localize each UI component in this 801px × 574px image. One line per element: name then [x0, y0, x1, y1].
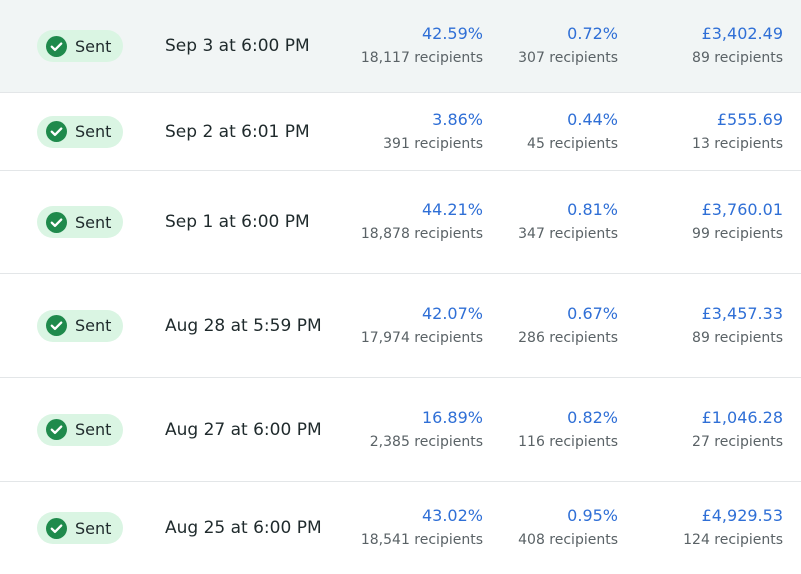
send-date: Aug 27 at 6:00 PM — [165, 419, 322, 440]
metric-value[interactable]: £4,929.53 — [701, 506, 783, 525]
metric-recipients: 18,117 recipients — [360, 50, 483, 66]
send-date: Sep 1 at 6:00 PM — [165, 212, 310, 232]
metric-cell: £555.69 13 recipients — [692, 108, 783, 156]
metric-cell: 16.89% 2,385 recipients — [370, 406, 483, 454]
metric-cell: £4,929.53 124 recipients — [683, 504, 783, 552]
campaign-row[interactable]: Sent Aug 27 at 6:00 PM 16.89% 2,385 recipie… — [0, 378, 801, 482]
metric-recipients: 307 recipients — [518, 50, 618, 66]
metric-cell: £3,760.01 99 recipients — [692, 198, 783, 246]
metric-value[interactable]: £3,402.49 — [701, 24, 783, 43]
metric-cell: £3,402.49 89 recipients — [692, 22, 783, 70]
send-date: Aug 28 at 5:59 PM — [165, 315, 322, 336]
metric-value[interactable]: 0.82% — [567, 407, 618, 427]
status-badge: Sent — [37, 512, 123, 544]
send-date: Aug 25 at 6:00 PM — [165, 518, 322, 538]
metric-value[interactable]: 0.67% — [567, 303, 618, 323]
check-icon — [46, 121, 67, 142]
metric-recipients: 408 recipients — [518, 532, 618, 548]
campaign-row[interactable]: Sent Sep 3 at 6:00 PM 42.59% 18,117 recipie… — [0, 0, 801, 93]
metric-cell: 42.07% 17,974 recipients — [361, 302, 483, 350]
metric-cell: 42.59% 18,117 recipients — [361, 22, 483, 70]
metric-recipients: 45 recipients — [527, 135, 618, 152]
metric-value[interactable]: 44.21% — [421, 200, 483, 219]
send-date: Sep 3 at 6:00 PM — [165, 36, 310, 56]
metric-value[interactable]: 3.86% — [432, 109, 483, 129]
status-text: Sent — [75, 316, 112, 335]
metric-recipients: 18,878 recipients — [360, 226, 483, 242]
metric-recipients: 13 recipients — [692, 135, 783, 152]
metric-cell: 0.72% 307 recipients — [518, 22, 618, 70]
metric-recipients: 99 recipients — [692, 226, 783, 242]
status-badge: Sent — [37, 413, 123, 446]
metric-cell: £1,046.28 27 recipients — [692, 406, 783, 454]
metric-value[interactable]: £3,760.01 — [701, 200, 783, 219]
send-date: Sep 2 at 6:01 PM — [165, 121, 310, 142]
status-text: Sent — [75, 122, 112, 141]
metric-value[interactable]: £3,457.33 — [701, 303, 783, 323]
metric-recipients: 89 recipients — [692, 50, 783, 66]
status-text: Sent — [75, 36, 112, 56]
metric-value[interactable]: 16.89% — [421, 407, 483, 427]
campaign-row[interactable]: Sent Sep 2 at 6:01 PM 3.86% 391 recipients 0… — [0, 93, 801, 171]
status-text: Sent — [75, 212, 112, 232]
campaign-row[interactable]: Sent Sep 1 at 6:00 PM 44.21% 18,878 recipie… — [0, 171, 801, 274]
check-icon — [46, 517, 67, 539]
metric-cell: 0.81% 347 recipients — [518, 198, 618, 246]
status-text: Sent — [75, 420, 112, 439]
status-text: Sent — [75, 518, 112, 538]
metric-cell: 0.67% 286 recipients — [518, 302, 618, 350]
metric-value[interactable]: 43.02% — [421, 506, 483, 525]
metric-recipients: 89 recipients — [692, 329, 783, 346]
metric-recipients: 2,385 recipients — [369, 433, 483, 450]
campaign-row[interactable]: Sent Aug 28 at 5:59 PM 42.07% 17,974 recipi… — [0, 274, 801, 378]
metric-recipients: 18,541 recipients — [360, 532, 483, 548]
metric-recipients: 391 recipients — [383, 135, 483, 152]
metric-value[interactable]: 42.07% — [421, 303, 483, 323]
status-badge: Sent — [37, 30, 123, 62]
metric-value[interactable]: £555.69 — [716, 109, 783, 129]
status-badge: Sent — [37, 206, 123, 238]
metric-recipients: 347 recipients — [518, 226, 618, 242]
metric-value[interactable]: 0.72% — [567, 24, 618, 43]
metric-recipients: 286 recipients — [518, 329, 618, 346]
check-icon — [46, 315, 67, 336]
campaign-row[interactable]: Sent Aug 25 at 6:00 PM 43.02% 18,541 recipi… — [0, 482, 801, 574]
metric-cell: 3.86% 391 recipients — [383, 108, 483, 156]
metric-value[interactable]: 0.44% — [567, 109, 618, 129]
metric-value[interactable]: £1,046.28 — [701, 407, 783, 427]
metric-value[interactable]: 0.81% — [567, 200, 618, 219]
metric-cell: 0.82% 116 recipients — [518, 406, 618, 454]
metric-cell: £3,457.33 89 recipients — [692, 302, 783, 350]
metric-cell: 0.95% 408 recipients — [518, 504, 618, 552]
metric-cell: 0.44% 45 recipients — [527, 108, 618, 156]
metric-recipients: 116 recipients — [518, 433, 618, 450]
metric-value[interactable]: 42.59% — [421, 24, 483, 43]
check-icon — [46, 419, 67, 440]
metric-cell: 44.21% 18,878 recipients — [361, 198, 483, 246]
metric-recipients: 17,974 recipients — [360, 329, 483, 346]
metric-value[interactable]: 0.95% — [567, 506, 618, 525]
status-badge: Sent — [37, 309, 123, 342]
metric-cell: 43.02% 18,541 recipients — [361, 504, 483, 552]
metric-recipients: 27 recipients — [692, 433, 783, 450]
metric-recipients: 124 recipients — [683, 532, 783, 548]
status-badge: Sent — [37, 115, 123, 148]
check-icon — [46, 211, 67, 233]
check-icon — [46, 35, 67, 57]
